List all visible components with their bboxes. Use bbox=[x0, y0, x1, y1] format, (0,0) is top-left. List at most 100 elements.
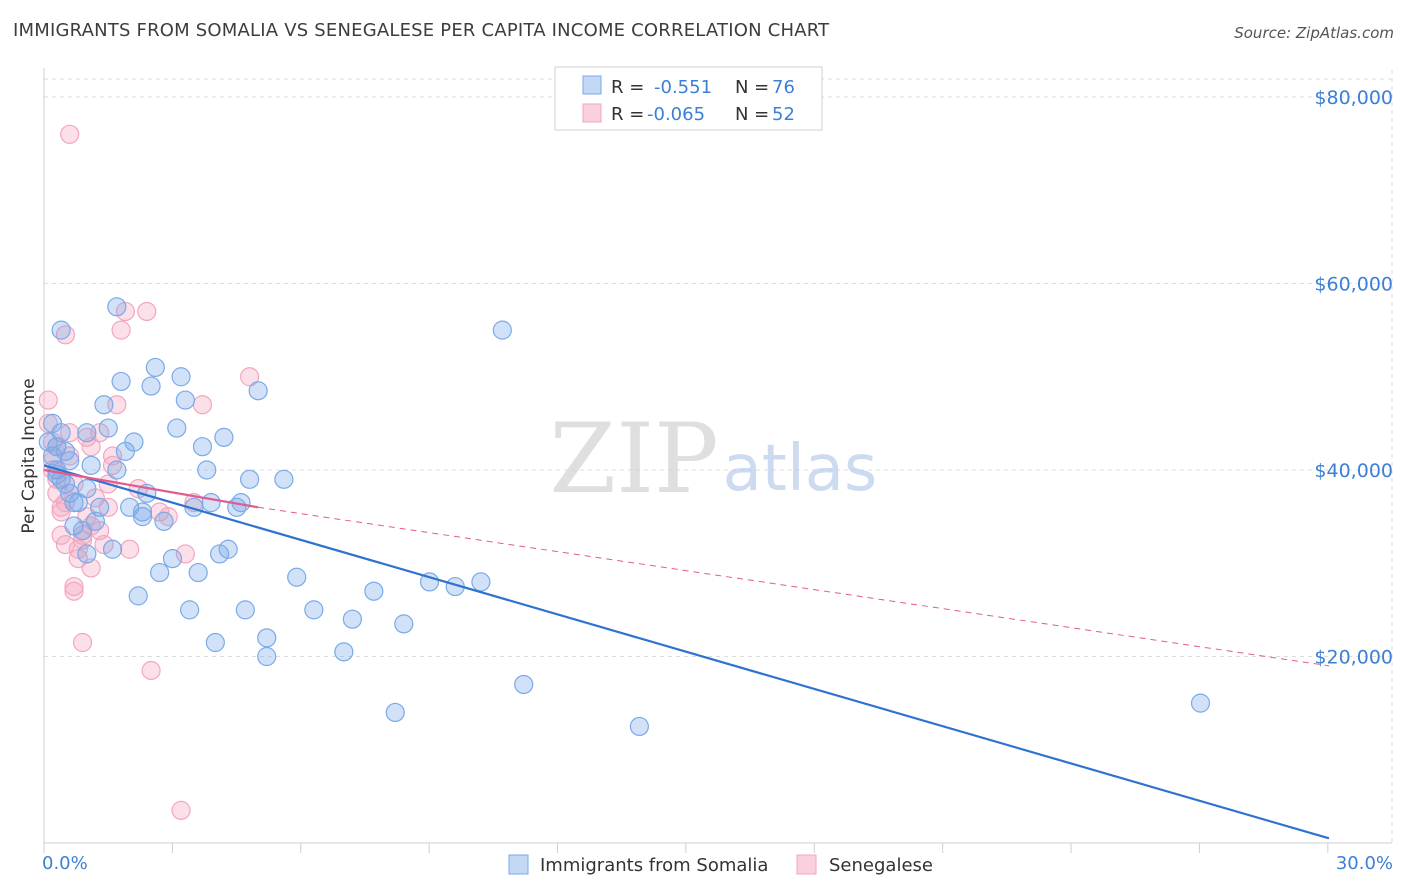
data-point-senegalese bbox=[68, 548, 88, 569]
data-point-somalia bbox=[471, 572, 491, 592]
data-point-senegalese bbox=[111, 320, 131, 340]
data-point-somalia bbox=[107, 297, 127, 317]
data-point-senegalese bbox=[120, 539, 140, 559]
data-point-somalia bbox=[94, 395, 114, 415]
data-point-somalia bbox=[107, 460, 127, 480]
series-legend: Immigrants from Somalia Senegalese bbox=[508, 854, 933, 876]
data-point-senegalese bbox=[115, 301, 135, 322]
data-point-somalia bbox=[514, 674, 534, 695]
data-point-senegalese bbox=[137, 301, 157, 322]
data-point-senegalese bbox=[64, 576, 84, 597]
data-point-somalia bbox=[68, 493, 88, 513]
data-point-senegalese bbox=[51, 502, 71, 522]
data-point-somalia bbox=[51, 320, 71, 340]
data-point-senegalese bbox=[64, 581, 84, 601]
data-point-somalia bbox=[364, 581, 384, 601]
data-point-senegalese bbox=[240, 367, 260, 387]
trend-line-senegalese bbox=[43, 468, 259, 509]
data-point-senegalese bbox=[51, 525, 71, 545]
trend-line-senegalese-extended bbox=[258, 506, 1330, 667]
data-point-somalia bbox=[629, 716, 649, 737]
data-point-somalia bbox=[385, 702, 405, 723]
data-point-somalia bbox=[77, 544, 97, 564]
watermark-atlas: atlas bbox=[723, 432, 878, 506]
data-point-somalia bbox=[248, 381, 268, 401]
bottom-legend-swatch-senegalese bbox=[796, 854, 817, 875]
data-point-somalia bbox=[304, 600, 324, 620]
data-point-somalia bbox=[257, 628, 277, 648]
x-tick-label: 30.0% bbox=[1336, 853, 1393, 874]
data-point-somalia bbox=[162, 548, 183, 569]
data-point-somalia bbox=[132, 507, 153, 527]
data-point-senegalese bbox=[38, 390, 58, 410]
data-point-somalia bbox=[214, 427, 234, 447]
y-tick-labels: $20,000 $40,000 $60,000 $80,000 bbox=[1314, 87, 1393, 669]
data-point-somalia bbox=[132, 502, 153, 522]
data-point-somalia bbox=[98, 418, 118, 438]
data-point-somalia bbox=[334, 642, 354, 662]
data-point-somalia bbox=[167, 418, 187, 438]
y-tick-label: $60,000 bbox=[1314, 274, 1393, 296]
trend-line-somalia bbox=[43, 464, 1330, 840]
legend-r-value-2: -0.065 bbox=[647, 104, 705, 125]
data-point-somalia bbox=[72, 521, 93, 541]
data-point-senegalese bbox=[60, 124, 80, 144]
data-point-somalia bbox=[102, 539, 123, 559]
bottom-legend-swatch-somalia bbox=[508, 854, 529, 875]
x-tick-label: 0.0% bbox=[42, 853, 88, 874]
data-point-senegalese bbox=[72, 632, 93, 653]
legend-n-value-2: 52 bbox=[772, 104, 795, 125]
bottom-legend-label-somalia: Immigrants from Somalia bbox=[540, 855, 768, 876]
y-axis-label: Per Capita Income bbox=[19, 378, 39, 533]
data-point-somalia bbox=[171, 367, 191, 387]
legend-swatch-senegalese bbox=[582, 103, 602, 123]
data-point-somalia bbox=[218, 539, 238, 559]
data-point-senegalese bbox=[192, 395, 213, 415]
data-point-somalia bbox=[124, 432, 144, 452]
data-point-somalia bbox=[111, 371, 131, 392]
data-point-somalia bbox=[150, 562, 170, 583]
data-point-somalia bbox=[90, 497, 110, 517]
data-point-somalia bbox=[120, 497, 140, 517]
data-point-somalia bbox=[287, 567, 307, 587]
data-point-somalia bbox=[201, 493, 221, 513]
y-tick-label: $80,000 bbox=[1314, 87, 1393, 109]
data-point-senegalese bbox=[38, 413, 58, 433]
data-point-somalia bbox=[205, 632, 225, 653]
data-point-somalia bbox=[64, 516, 84, 536]
data-point-somalia bbox=[274, 469, 294, 489]
data-point-somalia bbox=[257, 646, 277, 667]
data-point-somalia bbox=[210, 544, 230, 564]
data-point-somalia bbox=[81, 455, 101, 475]
data-point-somalia bbox=[394, 614, 414, 634]
data-point-somalia bbox=[60, 451, 80, 471]
source-label: Source: ZipAtlas.com bbox=[1234, 24, 1394, 42]
data-point-somalia bbox=[154, 511, 174, 531]
data-point-somalia bbox=[492, 320, 512, 340]
data-point-somalia bbox=[192, 437, 213, 457]
data-point-somalia bbox=[145, 357, 165, 378]
series-senegalese-points bbox=[38, 124, 260, 820]
series-somalia-points bbox=[38, 297, 1211, 737]
data-point-somalia bbox=[188, 562, 208, 583]
data-point-somalia bbox=[77, 423, 97, 443]
legend-r-value-1: -0.551 bbox=[654, 77, 712, 98]
data-point-somalia bbox=[141, 376, 161, 396]
watermark: ZIP atlas bbox=[549, 403, 877, 515]
y-tick-label: $20,000 bbox=[1314, 647, 1393, 669]
data-point-senegalese bbox=[141, 660, 161, 681]
data-point-somalia bbox=[42, 413, 63, 433]
data-point-senegalese bbox=[171, 800, 191, 820]
data-point-somalia bbox=[64, 493, 84, 513]
data-point-somalia bbox=[240, 469, 260, 489]
legend-n-value-1: 76 bbox=[772, 77, 795, 98]
stats-legend: R = -0.551 N = 76 R = -0.065 N = 52 bbox=[554, 66, 823, 131]
data-point-somalia bbox=[77, 479, 97, 499]
legend-swatch-somalia bbox=[582, 75, 602, 95]
x-tick-labels: 0.0% 30.0% bbox=[42, 853, 1393, 874]
trend-lines bbox=[43, 464, 1330, 840]
y-tick-label: $40,000 bbox=[1314, 460, 1393, 482]
data-point-somalia bbox=[175, 390, 195, 410]
data-point-somalia bbox=[180, 600, 200, 620]
